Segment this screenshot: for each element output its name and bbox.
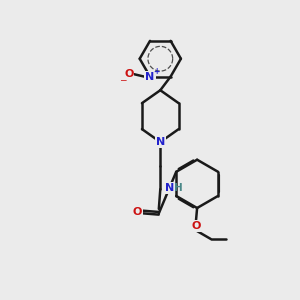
- Text: −: −: [119, 75, 126, 84]
- Text: O: O: [133, 207, 142, 217]
- Text: N: N: [146, 72, 154, 82]
- Text: O: O: [124, 69, 134, 79]
- Text: O: O: [191, 221, 201, 231]
- Text: N: N: [164, 183, 174, 193]
- Text: H: H: [174, 183, 182, 193]
- Text: +: +: [153, 67, 159, 76]
- Text: N: N: [156, 137, 165, 147]
